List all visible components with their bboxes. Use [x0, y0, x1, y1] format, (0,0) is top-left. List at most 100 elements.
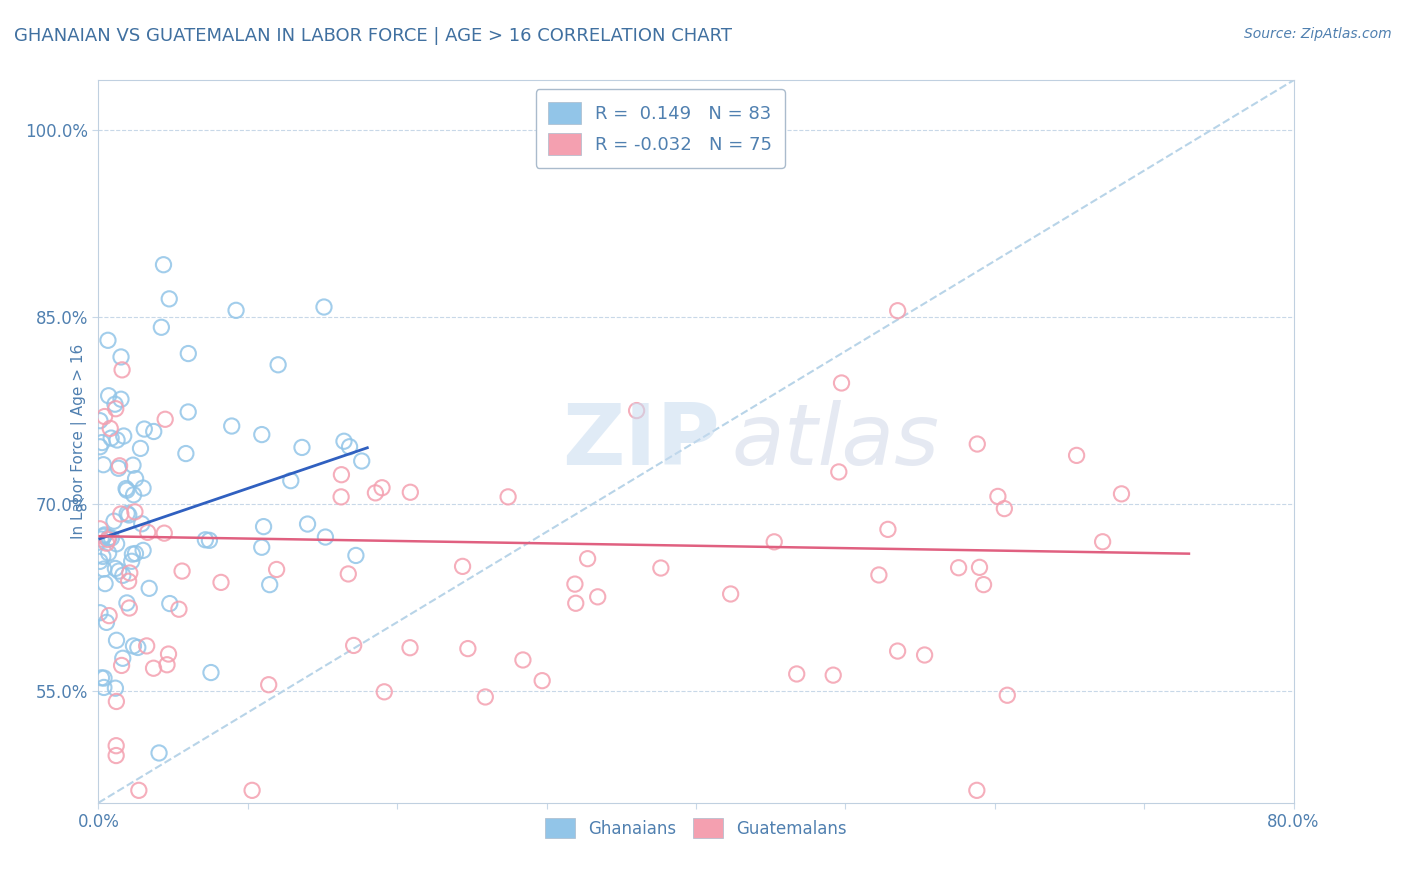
Point	[159, 597, 181, 611]
Point	[209, 575, 232, 590]
Point	[252, 519, 274, 533]
Point	[115, 596, 138, 610]
Legend: Ghanaians, Guatemalans: Ghanaians, Guatemalans	[538, 812, 853, 845]
Point	[89, 440, 111, 454]
Point	[96, 615, 118, 630]
Point	[98, 608, 121, 623]
Point	[105, 633, 128, 648]
Point	[194, 533, 217, 547]
Point	[240, 783, 263, 797]
Point	[127, 640, 149, 655]
Point	[111, 568, 134, 582]
Text: Source: ZipAtlas.com: Source: ZipAtlas.com	[1244, 27, 1392, 41]
Point	[174, 446, 197, 460]
Point	[200, 665, 222, 680]
Point	[167, 602, 190, 616]
Point	[250, 427, 273, 442]
Point	[828, 465, 851, 479]
Point	[90, 671, 112, 685]
Point	[107, 461, 129, 475]
Point	[969, 560, 991, 574]
Point	[108, 458, 131, 473]
Point	[786, 667, 808, 681]
Point	[110, 507, 132, 521]
Point	[1091, 534, 1114, 549]
Point	[1066, 449, 1088, 463]
Point	[105, 537, 128, 551]
Point	[339, 440, 361, 454]
Point	[98, 531, 121, 545]
Point	[98, 421, 121, 435]
Point	[720, 587, 742, 601]
Point	[259, 577, 281, 591]
Point	[474, 690, 496, 704]
Point	[250, 541, 273, 555]
Point	[172, 564, 194, 578]
Point	[763, 534, 786, 549]
Point	[626, 403, 648, 417]
Point	[177, 346, 200, 360]
Point	[121, 554, 143, 568]
Point	[914, 648, 936, 662]
Point	[128, 783, 150, 797]
Point	[89, 414, 111, 428]
Point	[399, 485, 422, 500]
Point	[280, 474, 302, 488]
Point	[104, 681, 127, 696]
Point	[136, 525, 159, 540]
Point	[105, 433, 128, 447]
Point	[89, 554, 111, 568]
Point	[153, 412, 176, 426]
Point	[122, 639, 145, 653]
Point	[267, 358, 290, 372]
Point	[373, 685, 395, 699]
Point	[124, 472, 146, 486]
Point	[451, 559, 474, 574]
Point	[97, 546, 120, 560]
Point	[148, 746, 170, 760]
Point	[132, 481, 155, 495]
Text: atlas: atlas	[733, 400, 939, 483]
Point	[96, 536, 118, 550]
Point	[350, 454, 373, 468]
Point	[115, 483, 138, 498]
Point	[291, 441, 314, 455]
Point	[823, 668, 845, 682]
Point	[89, 606, 111, 620]
Point	[100, 531, 122, 545]
Point	[457, 641, 479, 656]
Point	[257, 678, 280, 692]
Point	[93, 529, 115, 543]
Point	[97, 533, 120, 547]
Point	[531, 673, 554, 688]
Point	[122, 488, 145, 502]
Point	[117, 574, 139, 589]
Point	[142, 425, 165, 439]
Point	[129, 442, 152, 456]
Point	[97, 389, 120, 403]
Point	[90, 532, 112, 546]
Point	[399, 640, 422, 655]
Point	[198, 533, 221, 548]
Point	[333, 434, 356, 449]
Point	[564, 577, 586, 591]
Point	[93, 681, 115, 695]
Point	[576, 551, 599, 566]
Point	[105, 739, 128, 753]
Point	[877, 522, 900, 536]
Point	[111, 363, 134, 377]
Point	[225, 303, 247, 318]
Point	[266, 562, 288, 576]
Point	[364, 486, 387, 500]
Point	[93, 562, 115, 576]
Point	[966, 437, 988, 451]
Point	[993, 501, 1015, 516]
Point	[157, 647, 180, 661]
Point	[110, 350, 132, 364]
Point	[966, 783, 988, 797]
Point	[132, 543, 155, 558]
Point	[156, 657, 179, 672]
Point	[142, 661, 165, 675]
Point	[987, 490, 1010, 504]
Point	[122, 458, 145, 472]
